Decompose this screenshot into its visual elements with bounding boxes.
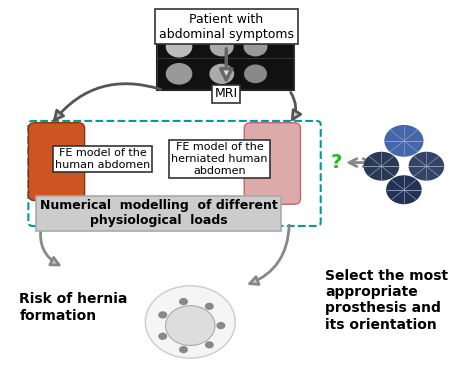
FancyBboxPatch shape — [157, 27, 294, 90]
Circle shape — [245, 65, 266, 82]
Circle shape — [158, 333, 167, 340]
FancyBboxPatch shape — [244, 123, 300, 204]
Text: FE model of the
human abdomen: FE model of the human abdomen — [55, 148, 150, 170]
Circle shape — [166, 64, 192, 84]
Text: ?: ? — [331, 153, 342, 172]
Circle shape — [158, 311, 167, 319]
Circle shape — [205, 303, 214, 310]
Circle shape — [387, 176, 421, 204]
Circle shape — [216, 322, 225, 329]
Circle shape — [166, 36, 192, 57]
Text: Patient with
abdominal symptoms: Patient with abdominal symptoms — [159, 13, 294, 41]
Circle shape — [244, 38, 267, 56]
FancyBboxPatch shape — [28, 121, 321, 226]
Circle shape — [409, 153, 444, 180]
Circle shape — [210, 38, 233, 56]
Circle shape — [145, 286, 235, 358]
Circle shape — [364, 153, 399, 180]
Text: Risk of hernia
formation: Risk of hernia formation — [19, 292, 128, 323]
Text: FE model of the
herniated human
abdomen: FE model of the herniated human abdomen — [171, 142, 268, 176]
Text: Select the most
appropriate
prosthesis and
its orientation: Select the most appropriate prosthesis a… — [325, 269, 448, 331]
Circle shape — [210, 64, 234, 83]
Circle shape — [179, 298, 188, 305]
Text: Numerical  modelling  of different
physiological  loads: Numerical modelling of different physiol… — [40, 199, 278, 227]
Circle shape — [205, 341, 214, 349]
Circle shape — [385, 126, 423, 156]
Circle shape — [179, 346, 188, 353]
Text: MRI: MRI — [215, 87, 238, 100]
Circle shape — [166, 306, 215, 346]
FancyBboxPatch shape — [28, 123, 85, 201]
